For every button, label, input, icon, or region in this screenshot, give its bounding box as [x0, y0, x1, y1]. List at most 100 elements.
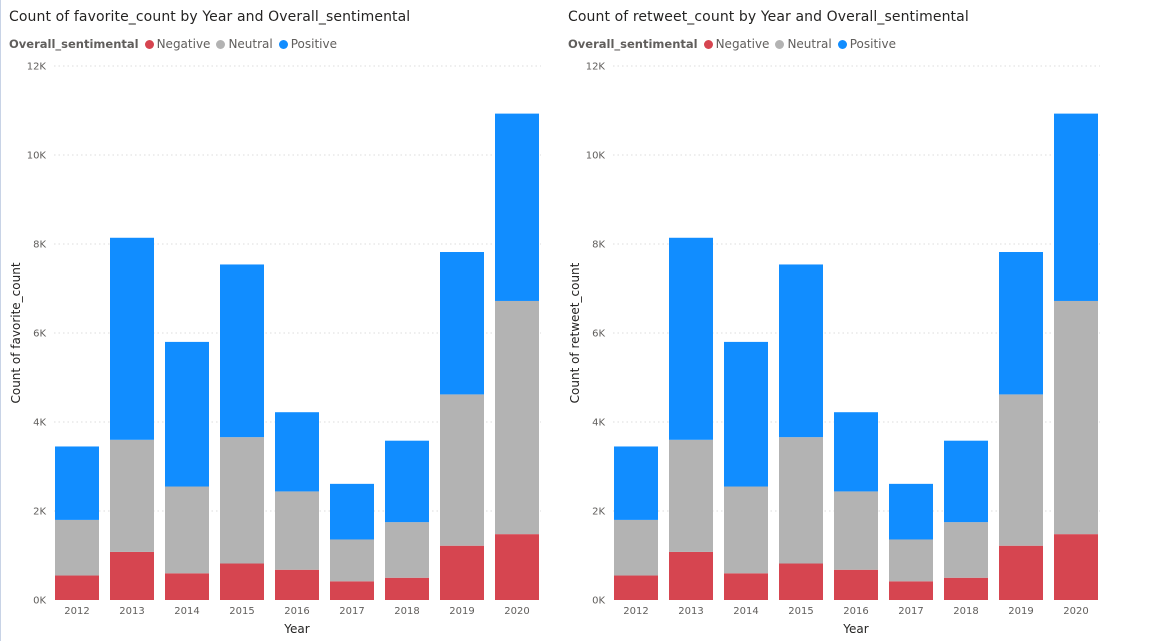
x-tick-label: 2017 — [898, 606, 923, 617]
y-tick-label: 2K — [33, 507, 46, 518]
x-axis-title: Year — [283, 622, 309, 636]
bar-negative-2017 — [889, 581, 933, 600]
bar-neutral-2014 — [724, 486, 768, 574]
x-tick-label: 2018 — [394, 606, 419, 617]
x-tick-label: 2013 — [678, 606, 703, 617]
y-tick-label: 0K — [33, 596, 46, 607]
bar-negative-2013 — [110, 551, 154, 600]
legend-label: Neutral — [787, 37, 832, 51]
legend-title: Overall_sentimental — [9, 37, 139, 51]
legend-item-negative[interactable]: Negative — [144, 37, 211, 51]
bar-neutral-2013 — [669, 439, 713, 552]
chart-title: Count of favorite_count by Year and Over… — [9, 9, 411, 25]
y-tick-label: 4K — [592, 418, 605, 429]
bar-neutral-2019 — [440, 394, 484, 546]
bar-positive-2015 — [220, 264, 264, 438]
bar-neutral-2019 — [999, 394, 1043, 546]
bar-positive-2013 — [669, 237, 713, 440]
bar-negative-2014 — [724, 573, 768, 600]
legend-label: Positive — [849, 37, 896, 51]
x-tick-label: 2018 — [953, 606, 978, 617]
x-tick-label: 2019 — [1008, 606, 1033, 617]
bar-positive-2017 — [330, 483, 374, 540]
y-axis-title: Count of favorite_count — [9, 262, 23, 403]
bar-neutral-2015 — [779, 437, 823, 564]
x-tick-label: 2014 — [174, 606, 199, 617]
bar-neutral-2015 — [220, 437, 264, 564]
bar-negative-2018 — [385, 577, 429, 600]
x-tick-label: 2015 — [788, 606, 813, 617]
x-tick-label: 2014 — [733, 606, 758, 617]
legend-item-neutral[interactable]: Neutral — [216, 37, 273, 51]
retweet-count-plot: 0K 2K 4K 6K 8K 10K 12K 2012 2013 2014 2015 2016 2017… — [568, 62, 1100, 636]
bar-neutral-2020 — [495, 300, 539, 535]
bar-negative-2019 — [999, 545, 1043, 600]
legend: Overall_sentimental Negative Neutral Pos… — [568, 37, 902, 51]
legend-item-negative[interactable]: Negative — [703, 37, 770, 51]
y-tick-label: 8K — [592, 240, 605, 251]
bar-positive-2016 — [834, 412, 878, 492]
bar-negative-2014 — [165, 573, 209, 600]
x-tick-label: 2019 — [449, 606, 474, 617]
legend-label: Negative — [715, 37, 770, 51]
y-tick-label: 10K — [27, 151, 47, 162]
bar-neutral-2013 — [110, 439, 154, 552]
x-tick-label: 2015 — [229, 606, 254, 617]
bar-positive-2019 — [440, 252, 484, 395]
bar-negative-2012 — [55, 575, 99, 600]
bar-negative-2018 — [944, 577, 988, 600]
neutral-dot-icon — [775, 39, 785, 49]
bar-positive-2020 — [495, 113, 539, 301]
bar-negative-2020 — [495, 534, 539, 600]
y-tick-label: 2K — [592, 507, 605, 518]
legend-label: Positive — [290, 37, 337, 51]
bar-positive-2018 — [944, 440, 988, 523]
x-tick-label: 2020 — [1063, 606, 1088, 617]
chart-title: Count of retweet_count by Year and Overa… — [568, 9, 969, 25]
bar-negative-2015 — [779, 563, 823, 600]
x-tick-label: 2013 — [119, 606, 144, 617]
legend-label: Neutral — [228, 37, 273, 51]
legend-label: Negative — [156, 37, 211, 51]
y-tick-label: 10K — [586, 151, 606, 162]
bar-negative-2020 — [1054, 534, 1098, 600]
y-tick-label: 4K — [33, 418, 46, 429]
x-tick-label: 2017 — [339, 606, 364, 617]
bar-negative-2013 — [669, 551, 713, 600]
positive-dot-icon — [278, 39, 288, 49]
bar-neutral-2017 — [330, 539, 374, 582]
bar-negative-2019 — [440, 545, 484, 600]
neutral-dot-icon — [216, 39, 226, 49]
negative-dot-icon — [144, 39, 154, 49]
bar-neutral-2012 — [614, 519, 658, 576]
x-tick-label: 2020 — [504, 606, 529, 617]
negative-dot-icon — [703, 39, 713, 49]
bar-negative-2017 — [330, 581, 374, 600]
legend-item-neutral[interactable]: Neutral — [775, 37, 832, 51]
bar-neutral-2020 — [1054, 300, 1098, 535]
x-tick-label: 2012 — [64, 606, 89, 617]
legend-title: Overall_sentimental — [568, 37, 698, 51]
bar-negative-2016 — [834, 569, 878, 600]
bar-positive-2018 — [385, 440, 429, 523]
x-tick-label: 2016 — [843, 606, 868, 617]
legend-item-positive[interactable]: Positive — [278, 37, 337, 51]
positive-dot-icon — [837, 39, 847, 49]
bar-neutral-2017 — [889, 539, 933, 582]
y-tick-label: 0K — [592, 596, 605, 607]
x-axis-title: Year — [842, 622, 868, 636]
y-axis-title: Count of retweet_count — [568, 262, 582, 403]
bar-positive-2016 — [275, 412, 319, 492]
bar-negative-2012 — [614, 575, 658, 600]
bar-neutral-2018 — [385, 522, 429, 578]
bar-positive-2015 — [779, 264, 823, 438]
bar-positive-2020 — [1054, 113, 1098, 301]
bar-positive-2014 — [724, 341, 768, 487]
legend-item-positive[interactable]: Positive — [837, 37, 896, 51]
bar-positive-2017 — [889, 483, 933, 540]
y-tick-label: 6K — [33, 329, 46, 340]
x-tick-label: 2012 — [623, 606, 648, 617]
retweet-count-chart-panel: Count of retweet_count by Year and Overa… — [560, 0, 1135, 641]
favorite-count-chart-panel: Count of favorite_count by Year and Over… — [0, 0, 541, 641]
bar-positive-2013 — [110, 237, 154, 440]
